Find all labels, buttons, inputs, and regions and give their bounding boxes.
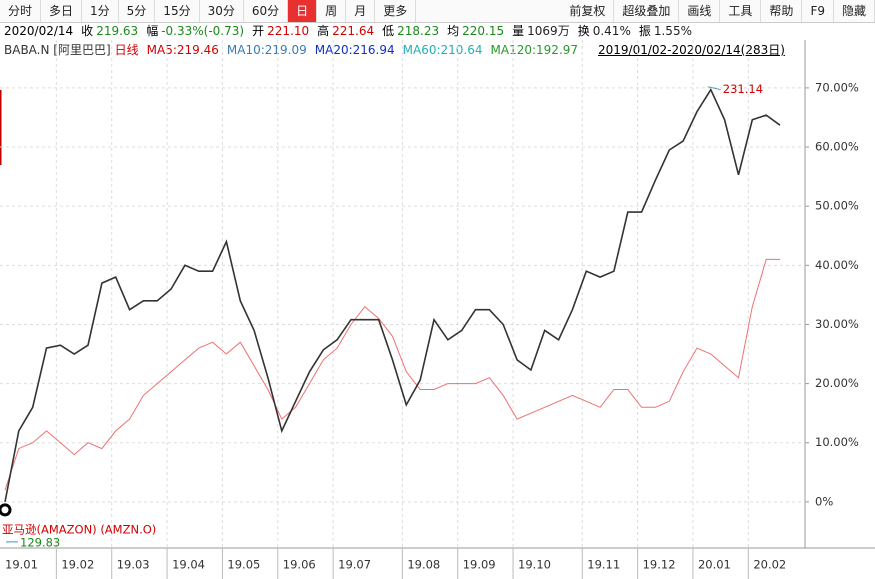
quote-value: 1.55% [653,24,692,38]
x-tick-label: 19.10 [518,558,551,572]
x-tick-label: 19.09 [463,558,496,572]
tab[interactable]: 5分 [119,0,156,22]
tab[interactable]: 日 [288,0,318,22]
chart: 0% 10.00% 20.00% 30.00% 40.00% 50.00% 60.00% 70… [0,40,875,579]
quote-value: 221.10 [267,24,310,38]
quote-item: 幅 -0.33%(-0.73) [146,22,244,40]
tab[interactable]: 多日 [41,0,83,22]
legend-item: MA120:192.97 [490,43,579,57]
legend-item: MA20:216.94 [314,43,395,57]
quote-item: 换 0.41% [578,22,631,40]
quote-item: 量 1069万 [512,22,570,40]
x-tick-label: 19.12 [643,558,676,572]
quote-item: 均 220.15 [447,22,504,40]
quote-item: 低 218.23 [382,22,439,40]
tab[interactable]: 周 [317,0,347,22]
legend-item: 日线 [114,43,139,57]
quote-label: 量 [512,24,525,38]
annotation: 129.83 [20,535,60,549]
series-label: 亚马逊(AMAZON) (AMZN.O) [2,522,156,536]
tool-button[interactable]: 超级叠加 [614,0,680,22]
y-tick-label: 10.00% [815,435,859,449]
y-tick-label: 60.00% [815,140,859,154]
quote-label: 幅 [146,24,159,38]
x-tick-label: 19.08 [407,558,440,572]
series-line [4,88,781,503]
x-tick-label: 19.11 [587,558,620,572]
tab[interactable]: 15分 [155,0,200,22]
y-tick-label: 40.00% [815,258,859,272]
x-tick-label: 19.06 [283,558,316,572]
quote-item: 振 1.55% [639,22,692,40]
legend-item: MA60:210.64 [402,43,483,57]
x-tick-label: 19.02 [61,558,94,572]
quote-value: 0.41% [592,24,631,38]
toolbar: 分时 多日 1分 5分 15分 30分 60分日周月更多 前复权 超级叠加 画线 工具 帮助 F9 隐藏 [0,0,875,23]
annotation-arrow [707,86,721,91]
quote-value: 220.15 [462,24,505,38]
date-range: 2019/01/02-2020/02/14(283日) [598,43,785,57]
annotation: 231.14 [723,82,763,96]
tab[interactable]: 月 [346,0,376,22]
tool-button[interactable]: 帮助 [761,0,803,22]
start-marker [0,503,12,517]
quote-label: 开 [252,24,265,38]
x-tick-label: 19.05 [227,558,260,572]
tool-button[interactable]: 工具 [720,0,762,22]
y-tick-label: 20.00% [815,376,859,390]
legend-row: BABA.N [阿里巴巴] 日线 MA5:219.46 MA10:219.09 MA20… [4,41,804,59]
quote-label: 振 [638,24,651,38]
quote-value: 219.63 [96,24,139,38]
quote-value: 221.64 [332,24,375,38]
quote-label: 高 [317,24,330,38]
x-tick-label: 19.07 [338,558,371,572]
tab[interactable]: 1分 [82,0,119,22]
y-tick-label: 30.00% [815,317,859,331]
spacer [416,0,561,22]
quote-value: -0.33%(-0.73) [161,24,245,38]
quote-label: 换 [577,24,590,38]
quote-date: 2020/02/14 [4,24,74,38]
x-tick-label: 20.02 [753,558,786,572]
y-tick-label: 50.00% [815,199,859,213]
quote-label: 收 [81,24,94,38]
legend-item: MA10:219.09 [226,43,307,57]
quote-row: 2020/02/14 收 219.63 幅 -0.33%(-0.73) 开 221.10 高 2… [4,22,692,40]
tool-button[interactable]: 前复权 [561,0,615,22]
quote-label: 低 [382,24,395,38]
quote-value: 218.23 [397,24,440,38]
legend-item: BABA.N [阿里巴巴] [4,43,111,57]
quote-item: 收 219.63 [81,22,138,40]
tab[interactable]: 分时 [0,0,42,22]
series-line [4,258,780,491]
y-tick-label: 0% [815,494,833,508]
x-tick-label: 19.01 [5,558,38,572]
quote-label: 均 [447,24,460,38]
y-tick-label: 70.00% [815,80,859,94]
tab[interactable]: 60分 [244,0,289,22]
tab[interactable]: 30分 [200,0,244,22]
x-tick-label: 19.03 [117,558,150,572]
quote-item: 高 221.64 [317,22,374,40]
x-tick-label: 20.01 [698,558,731,572]
tool-button[interactable]: 画线 [679,0,721,22]
quote-item: 开 221.10 [252,22,309,40]
legend-item: MA5:219.46 [146,43,219,57]
quote-value: 1069万 [527,24,570,38]
tool-button[interactable]: 隐藏 [834,0,875,22]
x-tick-label: 19.04 [172,558,205,572]
tab[interactable]: 更多 [375,0,417,22]
tool-button[interactable]: F9 [802,0,834,22]
